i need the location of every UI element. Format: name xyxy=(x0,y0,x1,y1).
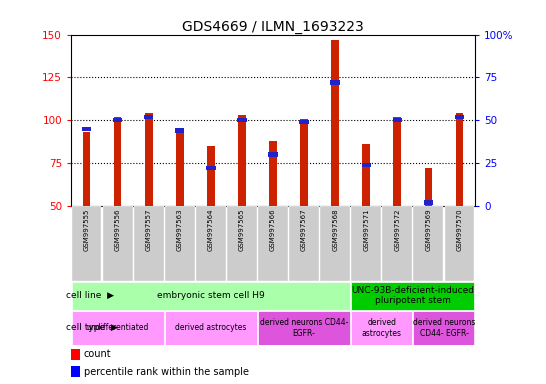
Text: GSM997567: GSM997567 xyxy=(301,208,307,251)
Bar xyxy=(72,311,164,344)
Text: count: count xyxy=(84,349,111,359)
Bar xyxy=(394,117,401,206)
Bar xyxy=(258,311,350,344)
Bar xyxy=(382,206,412,281)
Text: derived astrocytes: derived astrocytes xyxy=(175,323,247,333)
Text: GSM997564: GSM997564 xyxy=(208,208,214,251)
Bar xyxy=(455,115,464,119)
Title: GDS4669 / ILMN_1693223: GDS4669 / ILMN_1693223 xyxy=(182,20,364,33)
Bar xyxy=(413,206,443,281)
Text: cell type  ▶: cell type ▶ xyxy=(66,323,118,333)
Bar xyxy=(165,311,257,344)
Bar xyxy=(207,146,215,206)
Bar xyxy=(351,206,381,281)
Bar xyxy=(71,349,80,360)
Bar xyxy=(289,206,319,281)
Bar xyxy=(82,132,91,206)
Bar xyxy=(238,115,246,206)
Text: GSM997565: GSM997565 xyxy=(239,208,245,251)
Bar xyxy=(71,366,80,377)
Text: cell line  ▶: cell line ▶ xyxy=(66,291,114,300)
Bar xyxy=(134,206,164,281)
Text: GSM997557: GSM997557 xyxy=(146,208,152,251)
Text: GSM997570: GSM997570 xyxy=(456,208,462,251)
Text: GSM997566: GSM997566 xyxy=(270,208,276,251)
Text: undifferentiated: undifferentiated xyxy=(86,323,149,333)
Bar xyxy=(413,311,474,344)
Bar xyxy=(176,131,183,206)
Bar xyxy=(300,119,308,206)
Bar xyxy=(455,113,464,206)
Bar xyxy=(258,206,288,281)
Text: embryonic stem cell H9: embryonic stem cell H9 xyxy=(157,291,265,300)
Bar xyxy=(206,166,216,170)
Bar xyxy=(145,113,152,206)
Bar xyxy=(82,127,91,131)
Text: derived neurons CD44-
EGFR-: derived neurons CD44- EGFR- xyxy=(260,318,348,338)
Bar xyxy=(330,80,340,85)
Text: GSM997555: GSM997555 xyxy=(84,208,90,251)
Text: percentile rank within the sample: percentile rank within the sample xyxy=(84,367,249,377)
Text: derived
astrocytes: derived astrocytes xyxy=(362,318,402,338)
Bar xyxy=(361,163,371,167)
Bar xyxy=(425,168,432,206)
Text: GSM997571: GSM997571 xyxy=(363,208,369,251)
Bar xyxy=(175,128,185,133)
Bar xyxy=(363,144,370,206)
Text: GSM997556: GSM997556 xyxy=(115,208,121,251)
Bar xyxy=(113,118,122,122)
Bar xyxy=(165,206,195,281)
Bar xyxy=(196,206,225,281)
Bar xyxy=(321,206,350,281)
Bar xyxy=(331,40,339,206)
Bar xyxy=(268,152,278,157)
Text: GSM997563: GSM997563 xyxy=(177,208,183,251)
Text: GSM997572: GSM997572 xyxy=(394,208,400,251)
Text: UNC-93B-deficient-induced
pluripotent stem: UNC-93B-deficient-induced pluripotent st… xyxy=(352,286,474,305)
Bar xyxy=(72,281,350,310)
Bar xyxy=(351,281,474,310)
Bar xyxy=(238,118,247,122)
Text: derived neurons
CD44- EGFR-: derived neurons CD44- EGFR- xyxy=(413,318,475,338)
Bar xyxy=(351,311,412,344)
Bar xyxy=(444,206,474,281)
Bar xyxy=(299,120,308,124)
Text: GSM997568: GSM997568 xyxy=(332,208,338,251)
Bar xyxy=(72,206,102,281)
Text: GSM997569: GSM997569 xyxy=(425,208,431,251)
Bar xyxy=(393,118,402,122)
Bar xyxy=(114,117,121,206)
Bar xyxy=(144,115,153,119)
Bar xyxy=(424,200,433,205)
Bar xyxy=(269,141,277,206)
Bar xyxy=(227,206,257,281)
Bar xyxy=(103,206,133,281)
